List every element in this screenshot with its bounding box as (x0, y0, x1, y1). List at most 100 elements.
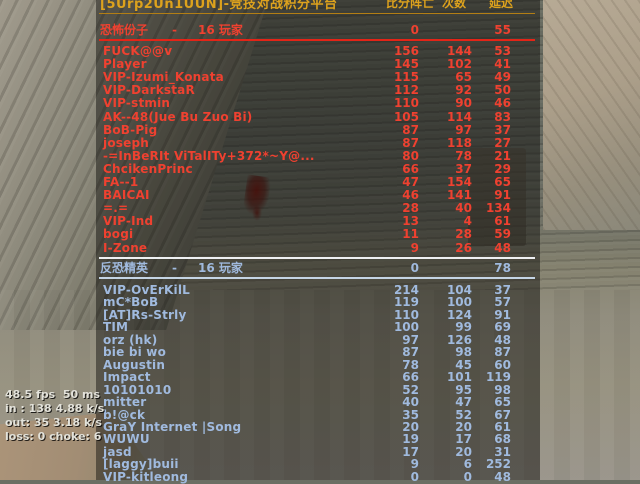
player-score: 97 (402, 332, 419, 347)
player-score: 46 (402, 188, 419, 203)
fps-value: 48.5 fps (5, 388, 56, 401)
player-score: 87 (402, 135, 419, 150)
player-name: mitter (103, 395, 147, 410)
player-latency: 37 (494, 122, 511, 137)
player-score: 17 (402, 444, 419, 459)
player-score: 52 (402, 382, 419, 397)
player-score: 35 (402, 407, 419, 422)
team-player-count: 16 玩家 (198, 261, 243, 275)
divider-header (99, 13, 535, 14)
latency-ms-value: 50 ms (62, 388, 100, 401)
player-deaths: 17 (455, 432, 472, 447)
player-deaths: 45 (455, 357, 472, 372)
net-out-value: out: 35 3.18 k/s (5, 416, 102, 429)
player-latency: 91 (494, 188, 511, 203)
player-row: VIP-Izumi_Konata 115 65 49 (96, 71, 540, 84)
player-score: 0 (410, 469, 419, 484)
player-deaths: 99 (455, 320, 472, 335)
net-graph-row-fps: 48.5 fps 50 ms (5, 388, 125, 402)
player-score: 112 (393, 83, 419, 98)
player-name: VIP-DarkstaR (103, 83, 195, 98)
player-score: 110 (393, 96, 419, 111)
player-deaths: 101 (446, 370, 472, 385)
player-latency: 68 (494, 432, 511, 447)
player-latency: 48 (494, 332, 511, 347)
player-deaths: 90 (455, 96, 472, 111)
player-row: mC*BoB 119 100 57 (96, 296, 540, 309)
player-deaths: 40 (455, 201, 472, 216)
player-latency: 69 (494, 320, 511, 335)
background-wall-right (543, 0, 640, 230)
player-row: VIP-DarkstaR 112 92 50 (96, 84, 540, 97)
player-latency: 83 (494, 109, 511, 124)
player-latency: 65 (494, 395, 511, 410)
player-score: 115 (393, 70, 419, 85)
player-score: 19 (402, 432, 419, 447)
player-row: TIM 100 99 69 (96, 321, 540, 334)
player-row: WUWU 19 17 68 (96, 433, 540, 446)
player-row: I-Zone 9 26 48 (96, 242, 540, 255)
player-latency: 98 (494, 382, 511, 397)
player-name: Augustin (103, 357, 166, 372)
player-name: WUWU (103, 432, 150, 447)
player-deaths: 20 (455, 444, 472, 459)
player-latency: 119 (485, 370, 511, 385)
player-name: GraY Internet |Song (103, 419, 242, 434)
player-score: 110 (393, 307, 419, 322)
player-deaths: 141 (446, 188, 472, 203)
player-latency: 27 (494, 135, 511, 150)
player-latency: 53 (494, 44, 511, 58)
column-header-latency: 延迟 (489, 0, 514, 10)
player-latency: 41 (494, 57, 511, 72)
net-graph: 48.5 fps 50 ms in : 138 4.88 k/s out: 35… (5, 388, 125, 444)
player-row: 10101010 52 95 98 (96, 384, 540, 397)
player-score: 100 (393, 320, 419, 335)
player-name: joseph (103, 135, 149, 150)
player-name: bogi (103, 227, 134, 242)
divider-team-top (99, 257, 535, 259)
player-latency: 61 (494, 214, 511, 229)
player-latency: 50 (494, 83, 511, 98)
player-name: Player (103, 57, 147, 72)
player-deaths: 124 (446, 307, 472, 322)
player-row: mitter 40 47 65 (96, 396, 540, 409)
player-name: bie bi wo (103, 345, 167, 360)
player-row: Player 145 102 41 (96, 58, 540, 71)
net-loss-choke-value: loss: 0 choke: 6 (5, 430, 102, 443)
player-name: VIP-Izumi_Konata (103, 70, 224, 85)
player-deaths: 52 (455, 407, 472, 422)
net-in-value: in : 138 4.88 k/s (5, 402, 105, 415)
player-latency: 60 (494, 357, 511, 372)
player-score: 119 (393, 295, 419, 310)
player-latency: 91 (494, 307, 511, 322)
player-row: jasd 17 20 31 (96, 446, 540, 459)
player-latency: 46 (494, 96, 511, 111)
player-name: -=InBeRIt ViTalITy+372*~Y@... (103, 148, 315, 163)
player-row: VIP-stmin 110 90 46 (96, 97, 540, 110)
player-score: 87 (402, 122, 419, 137)
player-row: ChcikenPrinc 66 37 29 (96, 163, 540, 176)
player-row: GraY Internet |Song 20 20 61 (96, 421, 540, 434)
player-score: 87 (402, 345, 419, 360)
player-row: [laggy]buii 9 6 252 (96, 458, 540, 471)
player-latency: 252 (485, 457, 511, 472)
player-score: 66 (402, 161, 419, 176)
player-name: mC*BoB (103, 295, 159, 310)
player-deaths: 6 (463, 457, 472, 472)
player-deaths: 4 (463, 214, 472, 229)
player-deaths: 100 (446, 295, 472, 310)
player-score: 78 (402, 357, 419, 372)
player-name: orz (hk) (103, 332, 158, 347)
team-latency: 78 (494, 261, 511, 275)
player-name: VIP-kitleong (103, 469, 189, 484)
player-deaths: 65 (455, 70, 472, 85)
player-latency: 49 (494, 70, 511, 85)
player-row: AK--48(Jue Bu Zuo Bi) 105 114 83 (96, 111, 540, 124)
player-deaths: 47 (455, 395, 472, 410)
player-deaths: 144 (446, 44, 472, 58)
player-deaths: 26 (455, 240, 472, 255)
player-latency: 48 (494, 240, 511, 255)
divider-team (99, 39, 535, 41)
player-row: [AT]Rs-Strly 110 124 91 (96, 309, 540, 322)
player-name: [AT]Rs-Strly (103, 307, 187, 322)
